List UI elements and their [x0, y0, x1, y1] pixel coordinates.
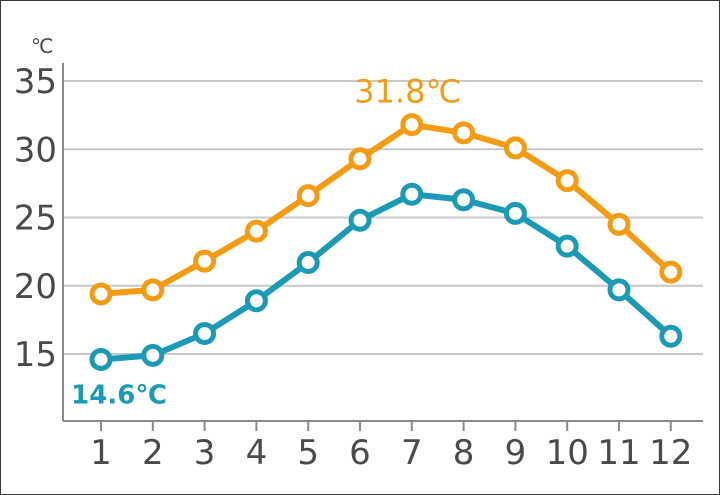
series-1-point-2: [141, 343, 165, 367]
series-0-point-1: [89, 282, 113, 306]
series-1-point-12: [659, 324, 683, 348]
series-1-line: [98, 191, 674, 363]
series-0-point-11: [607, 212, 631, 236]
series-0-point-8: [452, 121, 476, 145]
x-tick-label-6: 6: [349, 433, 371, 473]
x-tick-label-12: 12: [649, 433, 692, 473]
series-1-point-1: [89, 347, 113, 371]
x-tick-label-7: 7: [401, 433, 423, 473]
series-0-point-12: [659, 260, 683, 284]
series-0-point-4: [244, 219, 268, 243]
series-1-point-7: [400, 182, 424, 206]
x-tick-label-11: 11: [597, 433, 640, 473]
series-1-point-11: [607, 278, 631, 302]
x-tick-label-10: 10: [546, 433, 589, 473]
x-tick-label-2: 2: [142, 433, 164, 473]
series-0-point-6: [348, 147, 372, 171]
series-0-point-5: [296, 184, 320, 208]
y-tick-label-30: 30: [14, 130, 57, 170]
x-tick-label-8: 8: [453, 433, 475, 473]
series-1-point-8: [452, 188, 476, 212]
y-tick-label-35: 35: [14, 62, 57, 102]
annotation-max: 31.8℃: [354, 73, 461, 111]
series-1-point-9: [503, 201, 527, 225]
x-tick-label-9: 9: [505, 433, 527, 473]
series-1-point-3: [193, 322, 217, 346]
series-0-point-3: [193, 249, 217, 273]
series-0-point-10: [555, 169, 579, 193]
y-tick-label-20: 20: [14, 267, 57, 307]
x-tick-label-4: 4: [246, 433, 268, 473]
series-0-point-7: [400, 113, 424, 137]
x-tick-label-3: 3: [194, 433, 216, 473]
series-0-point-9: [503, 136, 527, 160]
series-1-point-6: [348, 208, 372, 232]
annotation-min: 14.6℃: [71, 380, 167, 410]
y-tick-label-15: 15: [14, 335, 57, 375]
x-tick-label-5: 5: [297, 433, 319, 473]
x-tick-label-1: 1: [90, 433, 112, 473]
series-1-point-5: [296, 251, 320, 275]
series-1-point-10: [555, 234, 579, 258]
y-axis-unit-label: ℃: [31, 34, 53, 58]
series-0-point-2: [141, 278, 165, 302]
series-1-point-4: [244, 289, 268, 313]
y-tick-label-25: 25: [14, 199, 57, 239]
